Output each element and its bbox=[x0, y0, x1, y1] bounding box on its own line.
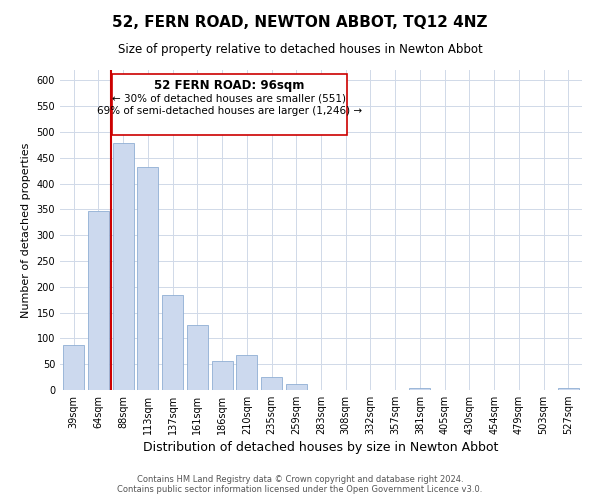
Bar bbox=[212, 360, 233, 390]
Bar bbox=[63, 344, 84, 390]
Text: Contains HM Land Registry data © Crown copyright and database right 2024.: Contains HM Land Registry data © Crown c… bbox=[137, 475, 463, 484]
Bar bbox=[162, 295, 183, 390]
Bar bbox=[236, 355, 257, 390]
Text: Contains public sector information licensed under the Open Government Licence v3: Contains public sector information licen… bbox=[118, 485, 482, 494]
X-axis label: Distribution of detached houses by size in Newton Abbot: Distribution of detached houses by size … bbox=[143, 442, 499, 454]
Text: 52 FERN ROAD: 96sqm: 52 FERN ROAD: 96sqm bbox=[154, 79, 305, 92]
FancyBboxPatch shape bbox=[112, 74, 347, 134]
Bar bbox=[88, 211, 109, 390]
Text: 69% of semi-detached houses are larger (1,246) →: 69% of semi-detached houses are larger (… bbox=[97, 106, 362, 116]
Text: ← 30% of detached houses are smaller (551): ← 30% of detached houses are smaller (55… bbox=[112, 93, 346, 103]
Bar bbox=[261, 377, 282, 390]
Bar bbox=[286, 384, 307, 390]
Y-axis label: Number of detached properties: Number of detached properties bbox=[21, 142, 31, 318]
Bar bbox=[409, 388, 430, 390]
Text: Size of property relative to detached houses in Newton Abbot: Size of property relative to detached ho… bbox=[118, 42, 482, 56]
Bar bbox=[558, 388, 579, 390]
Bar bbox=[137, 166, 158, 390]
Bar bbox=[187, 326, 208, 390]
Text: 52, FERN ROAD, NEWTON ABBOT, TQ12 4NZ: 52, FERN ROAD, NEWTON ABBOT, TQ12 4NZ bbox=[112, 15, 488, 30]
Bar bbox=[113, 144, 134, 390]
